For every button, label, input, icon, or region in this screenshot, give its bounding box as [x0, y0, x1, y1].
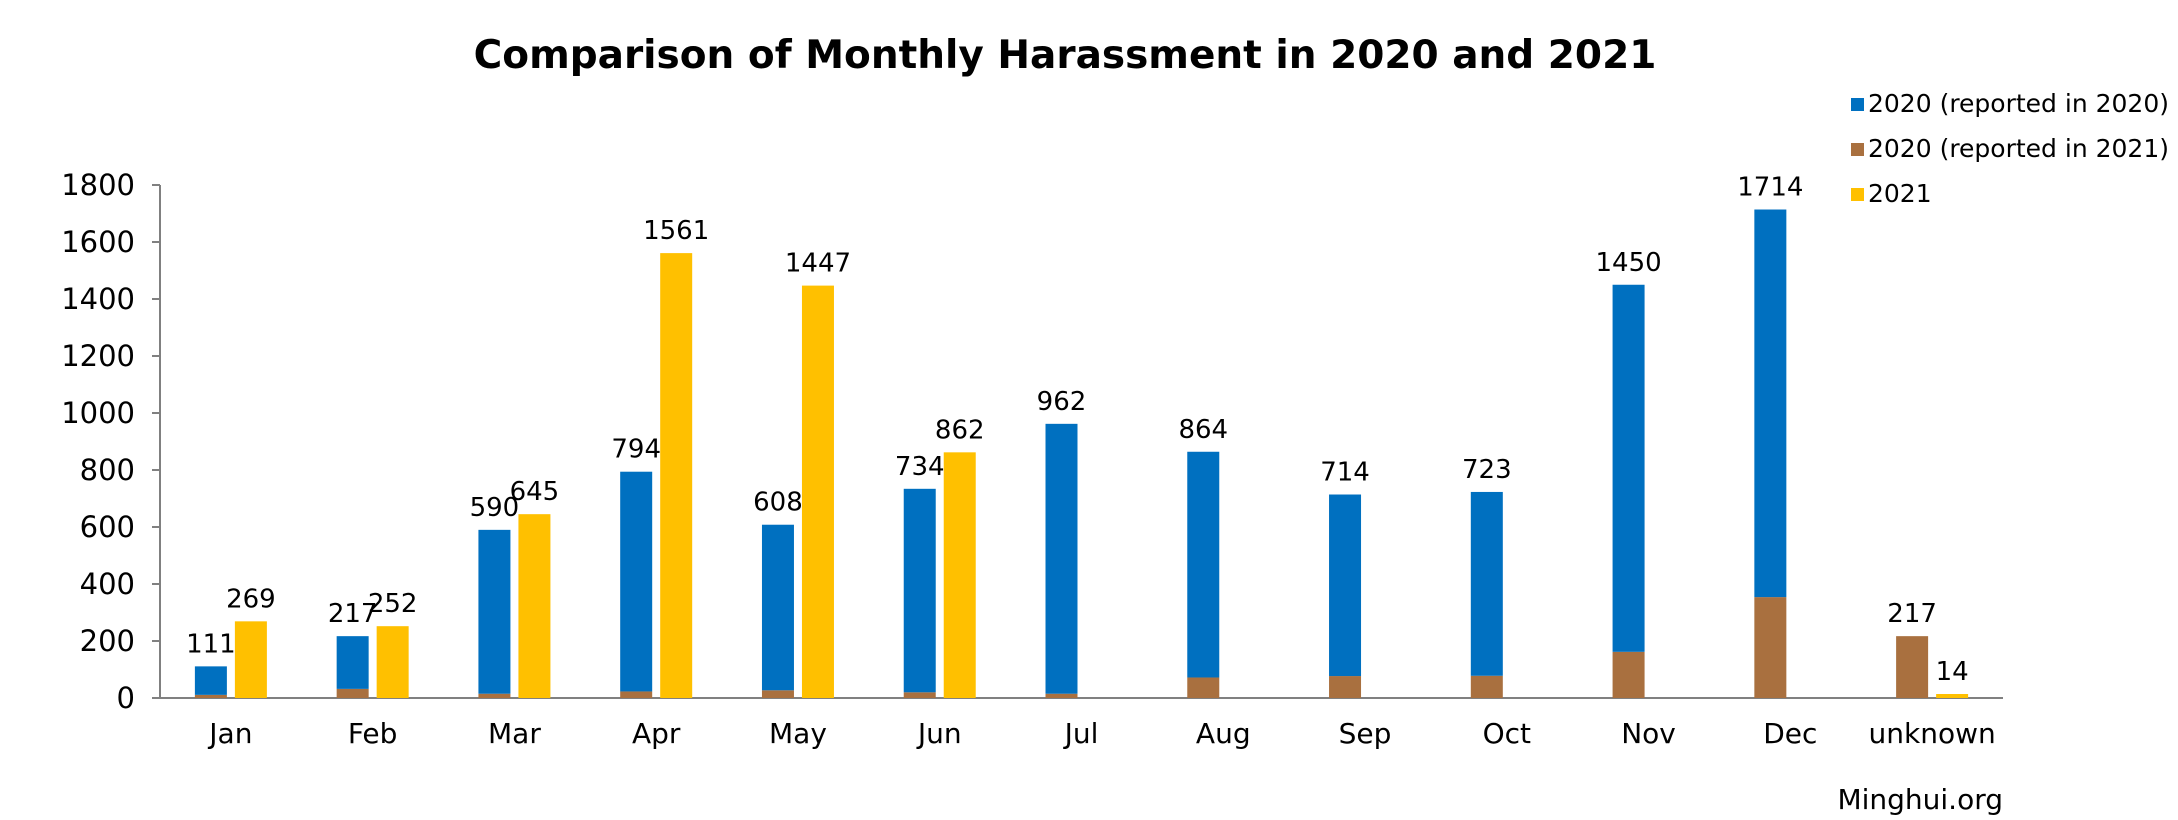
- bar-2020-reported-2021: [336, 688, 369, 698]
- x-category-label: Mar: [488, 717, 541, 750]
- bar-2020-reported-2020: [1329, 494, 1362, 677]
- x-category-label: Apr: [632, 717, 681, 750]
- bar-2020-reported-2020: [1754, 209, 1787, 598]
- bar-2020-reported-2021: [1470, 675, 1503, 698]
- bar-2020-reported-2021: [1754, 597, 1787, 698]
- bar-2020-reported-2020: [1612, 284, 1645, 652]
- legend-swatch: [1851, 98, 1864, 111]
- bar-2020-reported-2021: [620, 691, 653, 698]
- bar-2021: [1936, 694, 1969, 698]
- data-label-2020-total: 864: [1178, 415, 1228, 445]
- bar-2020-reported-2020: [1470, 491, 1503, 676]
- bar-2020-reported-2021: [903, 692, 936, 698]
- x-category-label: Aug: [1196, 717, 1251, 750]
- data-label-2021: 1561: [643, 216, 709, 246]
- y-tick-label: 600: [80, 510, 135, 544]
- bar-2021: [518, 514, 551, 698]
- bar-2020-reported-2020: [478, 529, 511, 694]
- bar-2020-reported-2020: [761, 524, 794, 691]
- y-tick-label: 1600: [61, 225, 135, 259]
- legend-label: 2021: [1868, 179, 1932, 208]
- y-tick-label: 0: [117, 681, 135, 715]
- source-credit: Minghui.org: [1837, 783, 2003, 816]
- x-category-label: Oct: [1483, 717, 1531, 750]
- data-label-2020-total: 734: [895, 452, 945, 482]
- chart-axes: 0 200 400 600 800 1000 1200 1400 1600 1800 Jan Feb M…: [61, 168, 2003, 750]
- y-tick-label: 1800: [61, 168, 135, 202]
- x-category-label: Jan: [207, 717, 252, 750]
- data-label-2021: 1447: [785, 249, 851, 279]
- y-tick-label: 200: [80, 624, 135, 658]
- bar-2021: [376, 626, 409, 698]
- y-tick-label: 800: [80, 453, 135, 487]
- bar-2020-reported-2021: [1612, 651, 1645, 698]
- bar-2021: [801, 285, 834, 698]
- chart-legend: 2020 (reported in 2020) 2020 (reported in…: [1851, 89, 2169, 208]
- bar-2021: [234, 621, 267, 698]
- x-category-label: unknown: [1868, 717, 1995, 750]
- y-tick-label: 1000: [61, 396, 135, 430]
- chart-title: Comparison of Monthly Harassment in 2020…: [474, 33, 1657, 78]
- legend-swatch: [1851, 188, 1864, 201]
- bar-2020-reported-2020: [194, 666, 227, 695]
- y-tick-label: 1200: [61, 339, 135, 373]
- data-label-2020-total: 1714: [1737, 173, 1803, 203]
- bar-2020-reported-2020: [620, 471, 653, 692]
- bar-2020-reported-2021: [1187, 677, 1220, 698]
- x-category-label: Jun: [916, 717, 962, 750]
- bar-2020-reported-2021: [194, 694, 227, 698]
- x-category-label: Dec: [1763, 717, 1817, 750]
- x-category-label: Nov: [1621, 717, 1676, 750]
- x-category-label: Feb: [348, 717, 398, 750]
- data-label-2020-total: 714: [1320, 458, 1370, 488]
- y-tick-label: 1400: [61, 282, 135, 316]
- data-label-2020-total: 590: [470, 493, 520, 523]
- bar-2020-reported-2020: [903, 488, 936, 693]
- data-label-2020-total: 111: [186, 629, 236, 659]
- y-tick-label: 400: [80, 567, 135, 601]
- legend-label: 2020 (reported in 2020): [1868, 89, 2169, 118]
- legend-label: 2020 (reported in 2021): [1868, 134, 2169, 163]
- data-label-2020-total: 217: [1887, 599, 1937, 629]
- data-label-2021: 252: [368, 589, 418, 619]
- bar-2020-reported-2021: [1329, 676, 1362, 698]
- bar-2021: [660, 253, 693, 699]
- data-label-2020-total: 723: [1462, 455, 1512, 485]
- x-category-label: May: [769, 717, 827, 750]
- data-label-2020-total: 794: [611, 435, 661, 465]
- bar-2020-reported-2021: [478, 693, 511, 698]
- x-category-label: Sep: [1339, 717, 1392, 750]
- data-label-2021: 645: [510, 477, 560, 507]
- bar-2020-reported-2021: [761, 690, 794, 698]
- bar-2020-reported-2020: [336, 636, 369, 689]
- legend-swatch: [1851, 143, 1864, 156]
- data-label-2021: 269: [226, 584, 276, 614]
- data-label-2020-total: 217: [328, 599, 378, 629]
- bar-2020-reported-2020: [1187, 451, 1220, 678]
- bar-2021: [943, 452, 976, 698]
- data-label-2020-total: 1450: [1595, 248, 1661, 278]
- data-label-2021: 862: [935, 415, 985, 445]
- bar-2020-reported-2021: [1045, 693, 1078, 698]
- data-label-2020-total: 608: [753, 488, 803, 518]
- bar-2020-reported-2021: [1896, 636, 1929, 698]
- bar-2020-reported-2020: [1045, 423, 1078, 694]
- chart-bars: [194, 209, 1969, 699]
- data-label-2021: 14: [1936, 657, 1969, 687]
- data-label-2020-total: 962: [1037, 387, 1087, 417]
- x-category-label: Jul: [1063, 717, 1099, 750]
